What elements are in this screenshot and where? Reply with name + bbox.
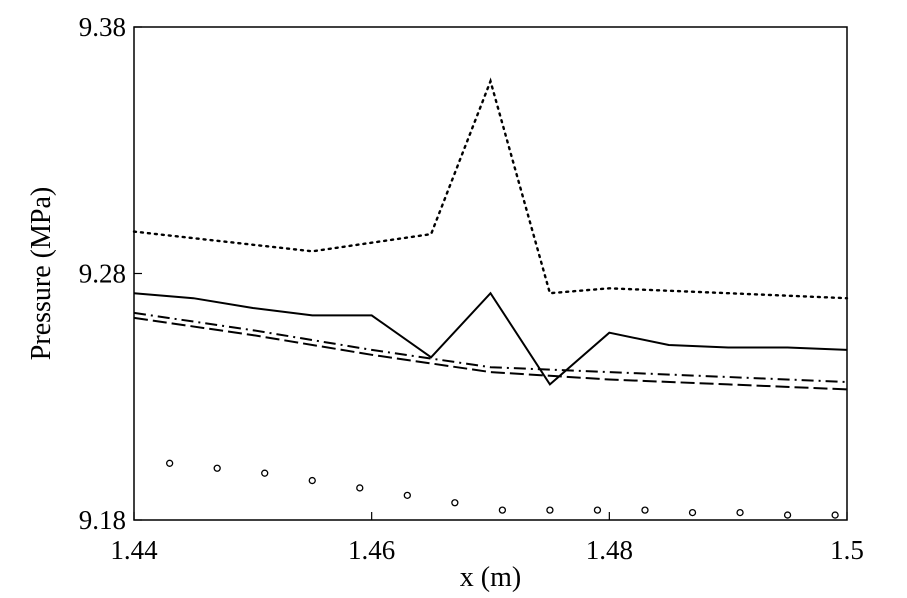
y-tick-label: 9.38 (79, 12, 126, 42)
x-tick-label: 1.48 (586, 535, 633, 565)
series-4-circles (165, 459, 839, 519)
data-point (403, 491, 411, 500)
data-point (261, 469, 269, 477)
data-point (546, 506, 554, 514)
plot-frame (133, 26, 848, 521)
data-point (213, 464, 221, 472)
x-axis-title: x (m) (460, 562, 521, 593)
data-point (498, 506, 507, 514)
series-3-dashed-line (133, 316, 848, 391)
data-point (688, 508, 697, 517)
data-point (831, 511, 839, 519)
data-point (736, 508, 744, 517)
data-point (593, 506, 602, 514)
ticks-layer: 1.44 1.46 1.48 1.5 9.18 9.28 9.38 (79, 12, 864, 565)
data-point (356, 484, 364, 492)
data-point (641, 506, 649, 514)
x-tick-label: 1.44 (110, 535, 158, 565)
series-1-solid-line (133, 291, 848, 386)
y-tick-label: 9.28 (79, 259, 126, 289)
x-tick-label: 1.46 (348, 535, 395, 565)
data-point (783, 511, 792, 519)
y-axis-title: Pressure (MPa) (26, 187, 57, 360)
series-layer (132, 77, 849, 519)
x-tick-label: 1.5 (830, 535, 864, 565)
series-0-dotted-line (132, 77, 849, 300)
data-point (165, 459, 174, 467)
y-tick-label: 9.18 (79, 505, 126, 535)
series-2-dashdot-line (133, 311, 848, 383)
data-point (451, 499, 459, 507)
data-point (308, 476, 316, 485)
